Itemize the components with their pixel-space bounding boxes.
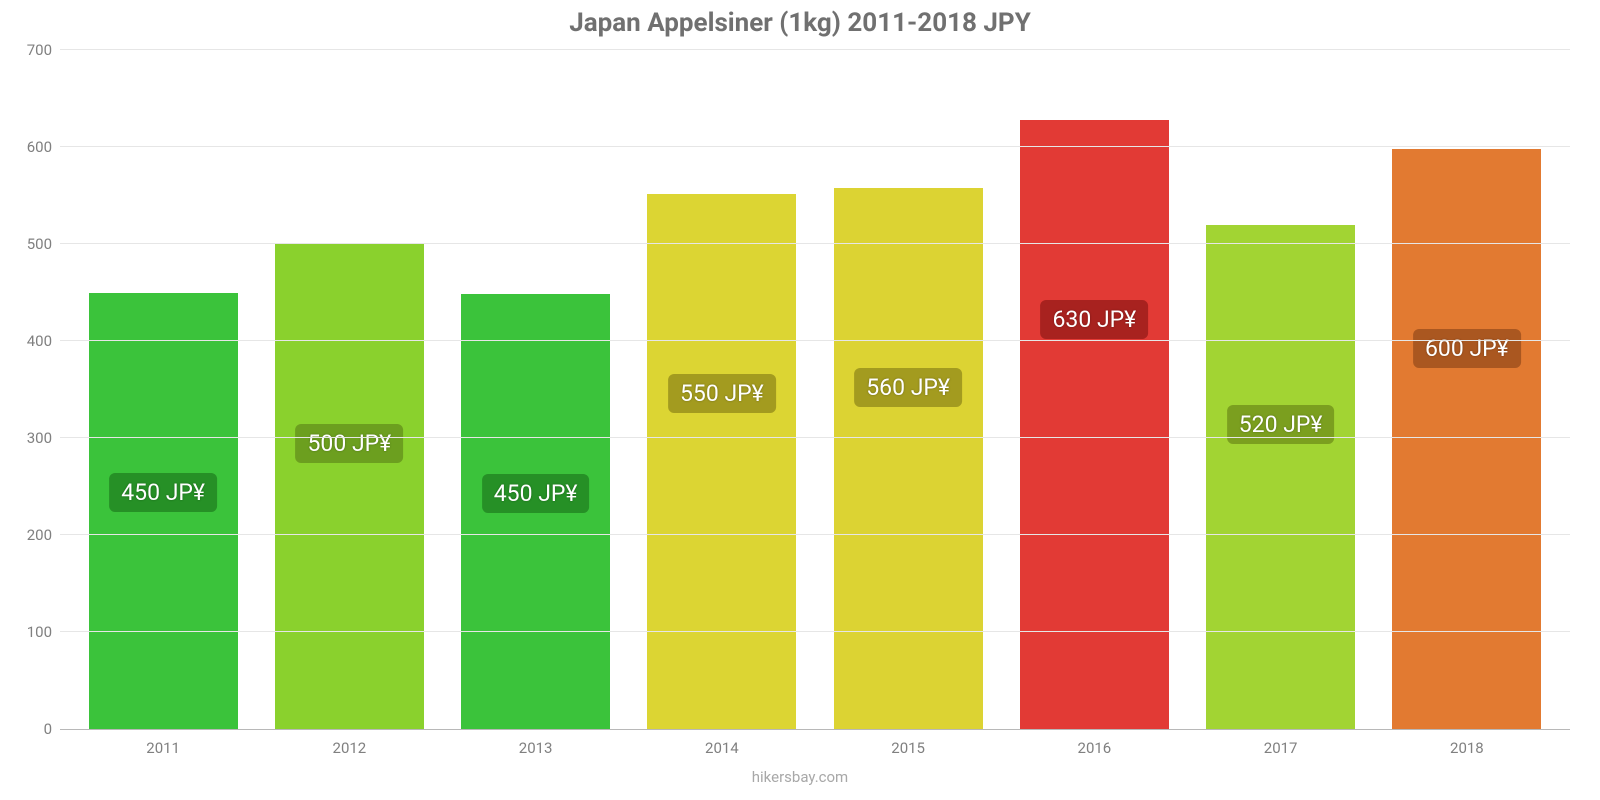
- grid-line: [60, 631, 1570, 632]
- bar: 630 JP¥: [1020, 120, 1169, 729]
- chart-title: Japan Appelsiner (1kg) 2011-2018 JPY: [0, 8, 1600, 38]
- y-tick-label: 100: [27, 623, 60, 641]
- bar-slot: 450 JP¥2011: [70, 50, 256, 729]
- y-tick-label: 300: [27, 429, 60, 447]
- bar-slot: 500 JP¥2012: [256, 50, 442, 729]
- x-tick-label: 2012: [333, 729, 367, 757]
- bar-slot: 550 JP¥2014: [629, 50, 815, 729]
- bar-slot: 600 JP¥2018: [1374, 50, 1560, 729]
- bars-container: 450 JP¥2011500 JP¥2012450 JP¥2013550 JP¥…: [60, 50, 1570, 729]
- bar: 520 JP¥: [1206, 225, 1355, 729]
- y-tick-label: 700: [27, 41, 60, 59]
- bar-slot: 630 JP¥2016: [1001, 50, 1187, 729]
- bar-value-label: 630 JP¥: [1040, 300, 1148, 339]
- y-tick-label: 500: [27, 235, 60, 253]
- y-tick-label: 200: [27, 526, 60, 544]
- bar-value-label: 560 JP¥: [854, 368, 962, 407]
- chart-container: Japan Appelsiner (1kg) 2011-2018 JPY 450…: [0, 0, 1600, 800]
- bar-slot: 520 JP¥2017: [1188, 50, 1374, 729]
- bar-value-label: 600 JP¥: [1413, 329, 1521, 368]
- grid-line: [60, 534, 1570, 535]
- grid-line: [60, 437, 1570, 438]
- x-tick-label: 2016: [1078, 729, 1112, 757]
- y-tick-label: 600: [27, 138, 60, 156]
- bar: 550 JP¥: [647, 194, 796, 729]
- attribution-text: hikersbay.com: [0, 768, 1600, 786]
- bar: 560 JP¥: [834, 188, 983, 729]
- x-tick-label: 2013: [519, 729, 553, 757]
- bar-value-label: 550 JP¥: [668, 374, 776, 413]
- bar-slot: 560 JP¥2015: [815, 50, 1001, 729]
- bar: 500 JP¥: [275, 244, 424, 729]
- grid-line: [60, 340, 1570, 341]
- x-tick-label: 2015: [891, 729, 925, 757]
- x-tick-label: 2011: [146, 729, 180, 757]
- y-tick-label: 400: [27, 332, 60, 350]
- plot-area: 450 JP¥2011500 JP¥2012450 JP¥2013550 JP¥…: [60, 50, 1570, 730]
- x-tick-label: 2018: [1450, 729, 1484, 757]
- grid-line: [60, 243, 1570, 244]
- bar: 600 JP¥: [1392, 149, 1541, 729]
- bar-value-label: 450 JP¥: [109, 473, 217, 512]
- x-tick-label: 2017: [1264, 729, 1298, 757]
- bar-slot: 450 JP¥2013: [443, 50, 629, 729]
- x-tick-label: 2014: [705, 729, 739, 757]
- grid-line: [60, 49, 1570, 50]
- grid-line: [60, 146, 1570, 147]
- bar-value-label: 500 JP¥: [295, 424, 403, 463]
- bar: 450 JP¥: [89, 293, 238, 730]
- y-tick-label: 0: [44, 720, 60, 738]
- bar: 450 JP¥: [461, 294, 610, 729]
- bar-value-label: 450 JP¥: [482, 474, 590, 513]
